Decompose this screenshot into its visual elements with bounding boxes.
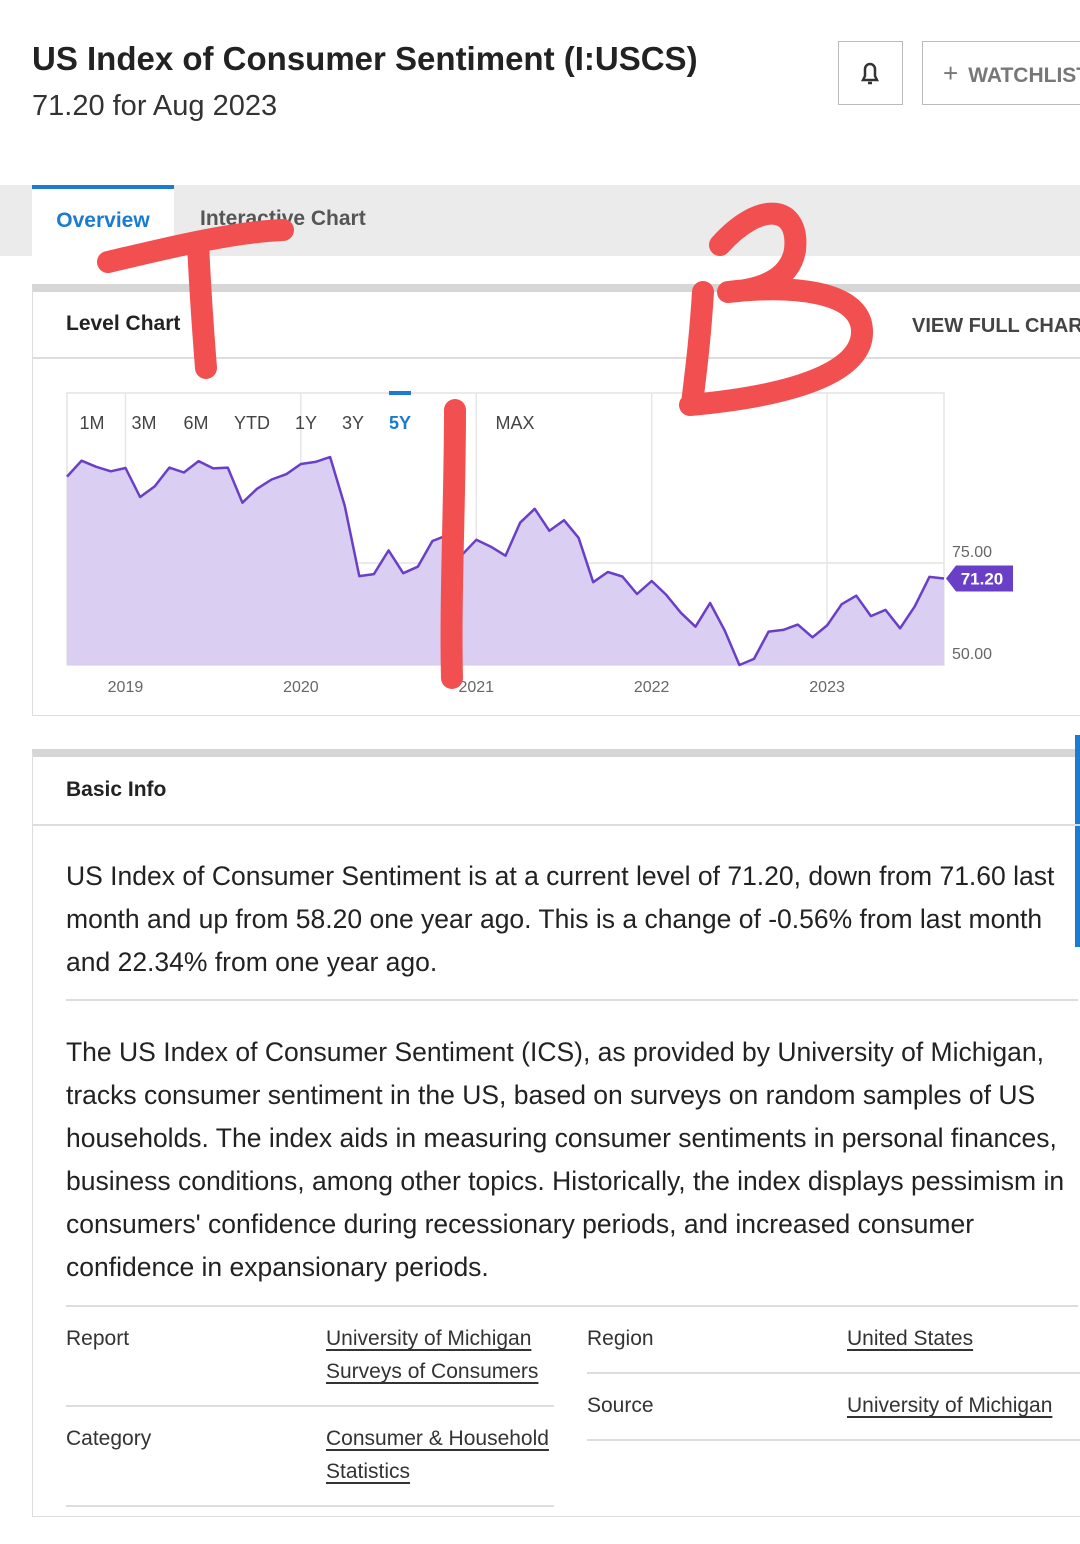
area <box>67 457 944 665</box>
x-tick-label: 2023 <box>809 679 845 696</box>
divider <box>66 1505 554 1507</box>
x-tick-label: 2019 <box>108 679 144 696</box>
x-tick-label: 2020 <box>283 679 319 696</box>
divider <box>33 824 1080 826</box>
watchlist-label: WATCHLIST <box>968 64 1080 87</box>
x-tick-label: 2022 <box>634 679 670 696</box>
range-button[interactable]: 1M <box>79 413 104 433</box>
basic-info-card <box>32 749 1080 1517</box>
page-title: US Index of Consumer Sentiment (I:USCS) <box>32 40 698 77</box>
current-value-label: 71.20 <box>961 570 1004 589</box>
alert-button[interactable] <box>838 41 903 105</box>
bell-icon <box>860 62 880 85</box>
range-button[interactable]: 1Y <box>295 413 317 433</box>
x-tick-label: 2021 <box>458 679 494 696</box>
info-link[interactable]: University of Michigan Surveys of Consum… <box>326 1327 539 1383</box>
info-label: Category <box>66 1427 152 1450</box>
watchlist-button[interactable]: + WATCHLIST <box>922 41 1080 105</box>
info-label: Report <box>66 1327 130 1350</box>
tab[interactable]: Interactive Chart <box>200 207 366 230</box>
divider <box>66 999 1078 1001</box>
range-button[interactable]: YTD <box>234 413 270 433</box>
y-tick-label: 50.00 <box>952 646 992 663</box>
info-link[interactable]: Consumer & Household Statistics <box>326 1427 549 1483</box>
range-button[interactable]: 3Y <box>342 413 364 433</box>
info-link[interactable]: United States <box>847 1327 974 1350</box>
range-button[interactable]: MAX <box>495 413 534 433</box>
divider <box>33 357 1080 359</box>
plus-icon: + <box>943 58 959 88</box>
divider <box>66 1305 1078 1307</box>
current-value-tag <box>946 565 1013 592</box>
info-link[interactable]: University of Michigan <box>847 1394 1053 1417</box>
scroll-indicator <box>1075 735 1080 947</box>
divider <box>66 1405 554 1407</box>
info-label: Source <box>587 1394 654 1417</box>
info-label: Region <box>587 1327 654 1350</box>
range-button[interactable]: 5Y <box>389 413 411 433</box>
selected-range-indicator <box>389 391 411 395</box>
range-button[interactable]: 6M <box>183 413 208 433</box>
tab[interactable]: Overview <box>32 185 174 256</box>
card-title: Level Chart <box>66 312 181 335</box>
card-title: Basic Info <box>66 778 167 801</box>
y-tick-label: 75.00 <box>952 544 992 561</box>
level-chart-card <box>32 284 1080 716</box>
description-paragraph: The US Index of Consumer Sentiment (ICS)… <box>66 1037 1065 1282</box>
view-full-chart-link[interactable]: VIEW FULL CHART <box>912 315 1080 337</box>
line <box>66 455 945 667</box>
range-button[interactable]: 3M <box>131 413 156 433</box>
chart: 2019 2020 2021 2022 2023 50.00 75.00 71.20 1M 3M 6… <box>66 391 1013 696</box>
summary-paragraph: US Index of Consumer Sentiment is at a c… <box>66 861 1055 977</box>
current-value: 71.20 for Aug 2023 <box>32 90 278 122</box>
divider <box>587 1439 1080 1441</box>
divider <box>587 1372 1080 1374</box>
